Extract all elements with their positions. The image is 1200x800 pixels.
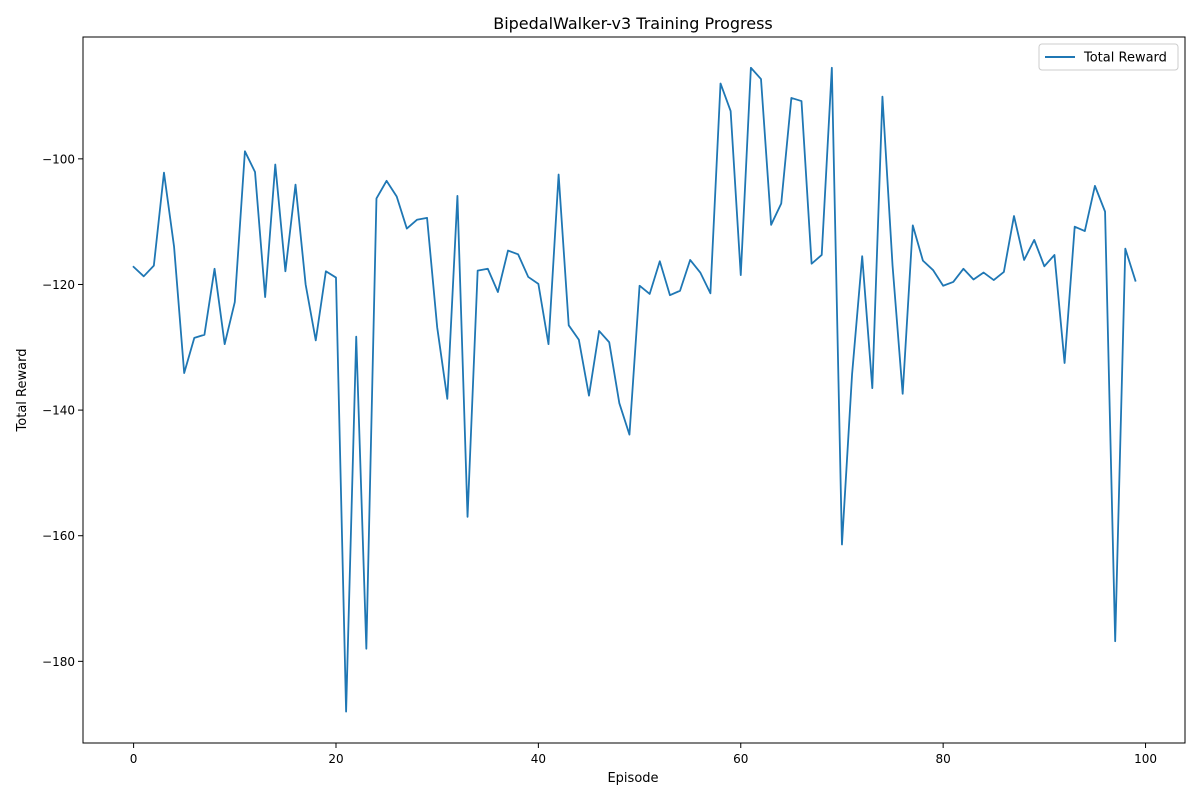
- x-tick-label: 0: [130, 752, 138, 766]
- y-axis-ticks: −180 −160 −140 −120 −100: [42, 152, 83, 669]
- x-tick-label: 20: [328, 752, 343, 766]
- plot-area: [83, 37, 1185, 743]
- legend-box: [1038, 43, 1179, 71]
- chart-title: BipedalWalker-v3 Training Progress: [493, 14, 773, 33]
- legend: Total Reward: [1038, 43, 1179, 71]
- y-tick-label: −100: [42, 152, 75, 166]
- y-tick-label: −160: [42, 529, 75, 543]
- y-axis-label: Total Reward: [15, 349, 30, 433]
- plot-frame: [82, 36, 1186, 744]
- x-tick-label: 80: [936, 752, 951, 766]
- series-layer: [132, 66, 1137, 713]
- y-tick-label: −120: [42, 278, 75, 292]
- y-tick-label: −140: [42, 404, 75, 418]
- legend-label: Total Reward: [1083, 51, 1167, 66]
- y-tick-label: −180: [42, 655, 75, 669]
- series-line-total-reward: [132, 66, 1137, 713]
- x-axis-label: Episode: [607, 771, 658, 786]
- x-tick-label: 100: [1134, 752, 1157, 766]
- x-tick-label: 40: [531, 752, 546, 766]
- x-tick-label: 60: [733, 752, 748, 766]
- x-axis-ticks: 0 20 40 60 80 100: [130, 743, 1157, 766]
